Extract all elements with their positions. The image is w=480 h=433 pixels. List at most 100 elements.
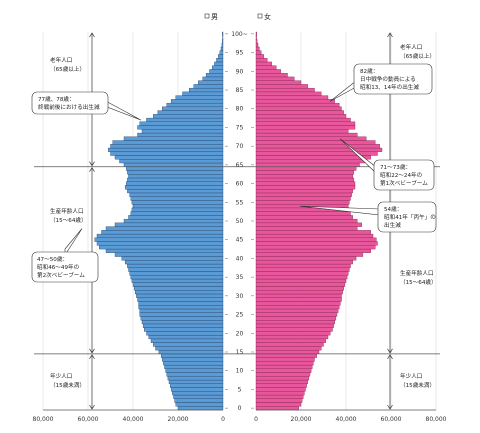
male-bar (121, 256, 224, 261)
male-bar (142, 323, 224, 328)
female-bar (255, 99, 335, 104)
male-bar (137, 132, 224, 137)
female-bar (255, 189, 353, 194)
female-bar (255, 215, 353, 220)
callout-box (353, 63, 433, 95)
x-axis-ticks: 80,000 60,000 40,000 20,000 0 0 20,000 40,000 60… (33, 409, 447, 423)
male-bar (193, 84, 224, 89)
female-bar (255, 76, 295, 81)
male-bar (182, 91, 224, 96)
female-bar (255, 121, 356, 126)
female-bar (255, 301, 341, 306)
male-bar (157, 110, 224, 115)
male-bar (162, 106, 224, 111)
female-bar (255, 372, 311, 377)
arrow-head (387, 32, 393, 38)
male-bar (137, 125, 224, 130)
male-bar (99, 245, 224, 250)
age-axis-ticks: 0 5 10 15 20 25 30 35 40 45 50 55 60 65 70 75 80 85 90 95 10… (225, 31, 254, 412)
male-bar (137, 297, 224, 302)
female-bar (255, 69, 281, 74)
female-bar (255, 159, 366, 164)
female-bar (255, 398, 303, 403)
age-tick-label: 40 (236, 255, 244, 262)
female-bar (255, 275, 348, 280)
female-bar (255, 308, 339, 313)
female-bar (255, 43, 259, 48)
female-bar (255, 200, 350, 205)
male-bar (110, 151, 224, 156)
female-bar (255, 245, 376, 250)
female-bar (255, 218, 358, 224)
female-bar (255, 35, 257, 40)
male-bar (130, 275, 224, 280)
male-bar (139, 308, 224, 313)
female-bar (255, 72, 288, 78)
female-bar (255, 114, 347, 119)
arrow-head (89, 32, 95, 38)
male-bar (123, 136, 224, 141)
female-bar (255, 117, 351, 122)
female-bar (255, 353, 317, 358)
male-bar (171, 99, 224, 104)
female-bar (255, 293, 342, 298)
male-bar (158, 349, 224, 355)
male-bar (123, 218, 224, 224)
x-tick-label-right: 40,000 (336, 416, 357, 423)
male-bar (141, 320, 224, 325)
female-bar (255, 230, 371, 235)
female-bar (255, 226, 358, 231)
callout-text: 日中戦争の動員による (360, 75, 416, 83)
female-bar (255, 58, 268, 63)
male-bar (123, 162, 224, 167)
male-bar (139, 121, 224, 126)
male-bar (114, 252, 224, 257)
male-bar (198, 80, 224, 85)
male-bar (133, 286, 224, 291)
male-bar (105, 226, 224, 231)
female-bar (255, 125, 356, 130)
age-group-label: （65歳以上） (50, 65, 85, 73)
callout-pointer (64, 228, 83, 257)
arrow-head (387, 404, 393, 410)
male-bar (131, 200, 224, 205)
age-tick-label: 60 (236, 181, 244, 188)
age-tick-label: 95 (236, 50, 244, 57)
arrow-head (89, 354, 95, 360)
age-tick-label: 85 (236, 87, 244, 94)
x-tick-label-left: 20,000 (168, 416, 189, 423)
age-group-label: 老年人口 (50, 56, 72, 64)
female-bar (255, 290, 343, 295)
male-bar (168, 379, 224, 384)
female-bar (255, 267, 350, 272)
age-tick-label: 15 (236, 349, 244, 356)
female-bar (255, 162, 360, 167)
female-bar (255, 147, 383, 152)
age-group-label: （15歳未満） (50, 381, 85, 389)
callout-text: 71～73歳： (380, 163, 411, 171)
male-bar (220, 46, 224, 51)
female-bar (255, 256, 357, 261)
age-tick-label: 35 (236, 274, 244, 281)
female-bar (255, 271, 349, 276)
age-tick-label: 20 (236, 330, 244, 337)
male-bar (160, 353, 224, 358)
female-bar (255, 323, 334, 328)
female-bar (255, 320, 335, 325)
arrow-head (89, 404, 95, 410)
age-group-label: 年少人口 (400, 372, 422, 380)
female-bar (255, 39, 258, 44)
male-bar (96, 233, 224, 239)
female-bar (255, 132, 358, 137)
age-tick-label: 65 (236, 162, 244, 169)
male-bar (114, 222, 224, 227)
callout-box (31, 251, 99, 283)
female-bar (255, 331, 331, 336)
x-tick-label-left: 60,000 (78, 416, 99, 423)
male-bar (96, 241, 224, 246)
male-bar (127, 189, 224, 194)
female-bar (255, 185, 356, 190)
male-bar (126, 166, 224, 171)
male-bar (130, 211, 224, 216)
